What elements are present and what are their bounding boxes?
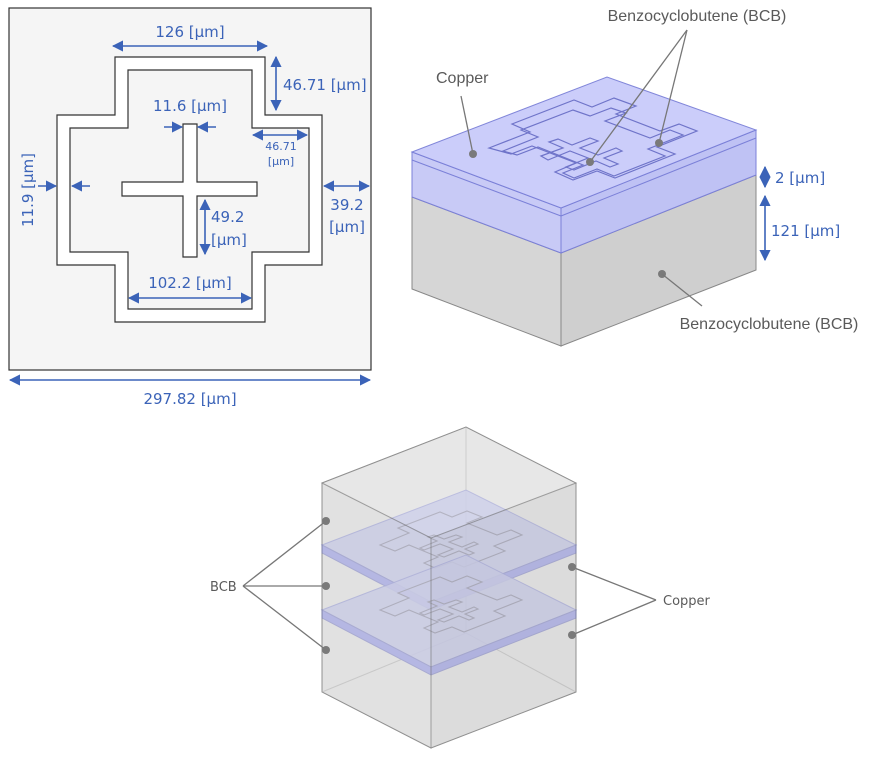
- ring-pattern-3d: [487, 97, 699, 181]
- copper-layer-top: [410, 76, 758, 209]
- dim-ring-width: 11.9 [μm]: [19, 153, 37, 227]
- dim-arm-height: 46.71 [μm]: [283, 76, 367, 94]
- top-view-panel: 126 [μm] 46.71 [μm] 11.6 [μm] 46.71 [μm]…: [8, 7, 372, 408]
- label-copper-stack: Copper: [663, 594, 711, 609]
- dim-cross-arm-line2: [μm]: [211, 231, 247, 249]
- dim-outer-width: 126 [μm]: [155, 23, 224, 41]
- inner-cross-slot: [121, 123, 258, 258]
- label-bcb-top: Benzocyclobutene (BCB): [608, 8, 787, 25]
- dim-arm-offset-line1: 46.71: [265, 140, 297, 153]
- label-copper-3d: Copper: [436, 70, 489, 87]
- stack-top: [320, 426, 578, 539]
- dim-edge-gap-line2: [μm]: [329, 218, 365, 236]
- label-bcb-bottom: Benzocyclobutene (BCB): [680, 316, 859, 333]
- dim-cross-arm-line1: 49.2: [211, 208, 244, 226]
- unit-cell-3d-panel: Copper Benzocyclobutene (BCB) Benzocyclo…: [410, 8, 859, 347]
- dim-inner-width: 102.2 [μm]: [148, 274, 232, 292]
- label-bcb-stack: BCB: [210, 580, 237, 595]
- dim-arm-offset-line2: [μm]: [268, 155, 294, 168]
- dim-edge-gap-line1: 39.2: [330, 196, 363, 214]
- stack-3d-panel: BCB Copper: [210, 426, 711, 749]
- dim-cell-size: 297.82 [μm]: [143, 390, 236, 408]
- dim-substrate-thickness: 121 [μm]: [771, 222, 840, 240]
- dim-copper-thickness: 2 [μm]: [775, 169, 825, 187]
- dim-slot-width: 11.6 [μm]: [153, 97, 227, 115]
